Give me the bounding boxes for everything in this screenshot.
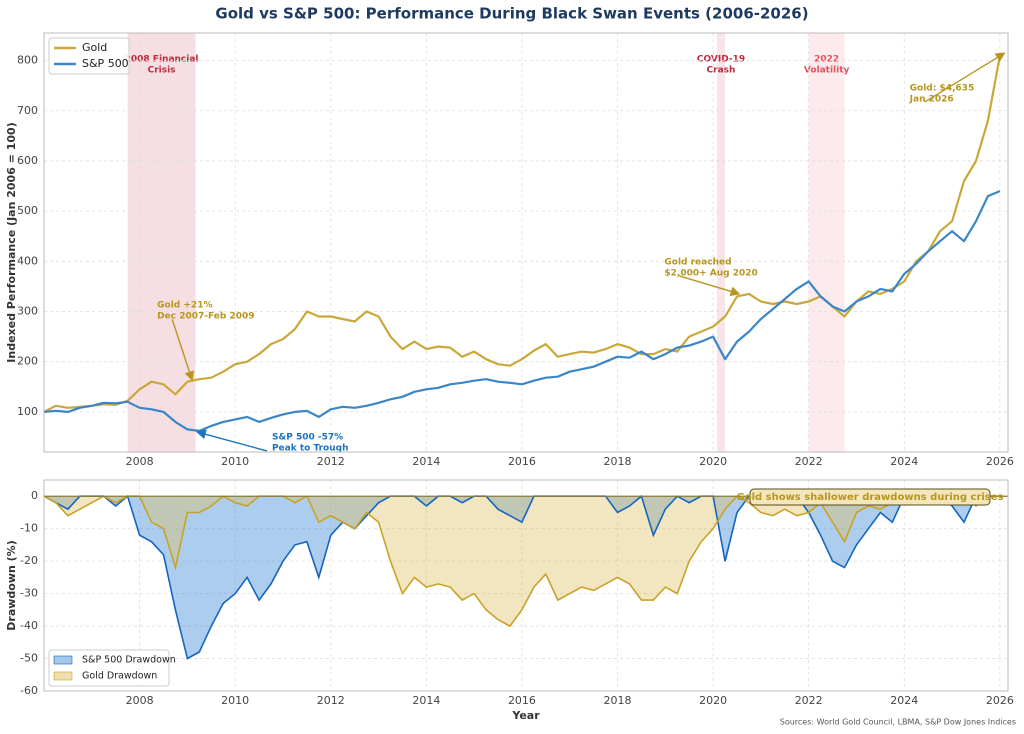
source-note: Sources: World Gold Council, LBMA, S&P D…	[780, 718, 1016, 727]
annotation-arrow	[171, 319, 195, 382]
annotation-text: S&P 500 -57%	[272, 432, 343, 442]
annotation-text: Peak to Trough	[272, 443, 349, 453]
legend-label: Gold	[82, 41, 107, 54]
y-tick-label: -60	[20, 684, 38, 697]
line	[43, 190, 1001, 432]
y-tick-label: -50	[20, 652, 38, 665]
legend-label: S&P 500 Drawdown	[82, 655, 176, 666]
x-tick-label: 2020	[699, 455, 727, 468]
plot-frame	[43, 479, 1009, 692]
x-tick-label: 2024	[890, 694, 918, 707]
x-axis-label: Year	[511, 709, 540, 722]
y-tick-label: 700	[17, 104, 38, 117]
x-tick-label: 2008	[126, 694, 154, 707]
x-tick-label: 2012	[317, 694, 345, 707]
x-tick-label: 2010	[221, 694, 249, 707]
x-tick-label: 2024	[890, 455, 918, 468]
event-label: Crash	[707, 66, 736, 76]
annotation-arrow	[679, 275, 741, 297]
y-tick-label: -10	[20, 522, 38, 535]
event-label: Volatility	[804, 66, 850, 76]
legend-box	[48, 649, 170, 687]
annotation-text: Jan 2026	[909, 95, 954, 105]
x-tick-label: 2010	[221, 455, 249, 468]
annotation-text: Dec 2007-Feb 2009	[157, 312, 254, 322]
line	[43, 494, 1000, 660]
x-tick-label: 2014	[412, 455, 440, 468]
x-tick-label: 2008	[126, 455, 154, 468]
legend-swatch	[53, 655, 73, 665]
legend-label: Gold Drawdown	[82, 671, 157, 682]
x-tick-label: 2016	[508, 455, 536, 468]
line	[43, 495, 1000, 628]
y-axis-label: Drawdown (%)	[5, 540, 18, 630]
y-tick-label: 600	[17, 154, 38, 167]
event-band	[808, 33, 845, 452]
x-tick-label: 2026	[986, 694, 1014, 707]
event-label: 2022	[814, 55, 839, 65]
y-tick-label: -20	[20, 554, 38, 567]
legend-swatch	[53, 671, 73, 681]
y-tick-label: 300	[17, 304, 38, 317]
event-label: Crisis	[148, 66, 176, 76]
x-tick-label: 2012	[317, 455, 345, 468]
x-tick-label: 2014	[412, 694, 440, 707]
y-tick-label: 800	[17, 54, 38, 67]
y-tick-label: -30	[20, 587, 38, 600]
event-label: 2008 Financial	[125, 55, 199, 65]
y-tick-label: 200	[17, 355, 38, 368]
area	[44, 496, 1000, 627]
chart-title: Gold vs S&P 500: Performance During Blac…	[215, 5, 808, 23]
x-tick-label: 2022	[795, 455, 823, 468]
x-tick-label: 2016	[508, 694, 536, 707]
y-tick-label: 0	[31, 489, 38, 502]
event-band	[716, 33, 726, 452]
line	[43, 55, 1001, 413]
annotation-text: $2,000+ Aug 2020	[664, 268, 757, 278]
x-tick-label: 2018	[604, 455, 632, 468]
event-band	[127, 33, 196, 452]
annotation-text: Gold: $4,635	[910, 84, 975, 94]
x-tick-label: 2018	[604, 694, 632, 707]
y-tick-label: -40	[20, 619, 38, 632]
callout-text: Gold shows shallower drawdowns during cr…	[736, 492, 1003, 503]
annotation-arrow	[195, 429, 268, 452]
x-tick-label: 2022	[795, 694, 823, 707]
y-axis-label: Indexed Performance (Jan 2006 = 100)	[5, 122, 18, 362]
y-tick-label: 400	[17, 254, 38, 267]
event-label: COVID-19	[697, 55, 745, 65]
x-tick-label: 2026	[986, 455, 1014, 468]
y-tick-label: 500	[17, 204, 38, 217]
annotation-arrow	[924, 52, 1006, 103]
callout-box	[749, 488, 991, 506]
y-tick-label: 100	[17, 405, 38, 418]
annotation-text: Gold reached	[664, 257, 731, 267]
area	[44, 496, 1000, 659]
legend-label: S&P 500	[82, 57, 129, 70]
plot-frame	[43, 32, 1009, 453]
x-tick-label: 2020	[699, 694, 727, 707]
annotation-text: Gold +21%	[157, 301, 212, 311]
